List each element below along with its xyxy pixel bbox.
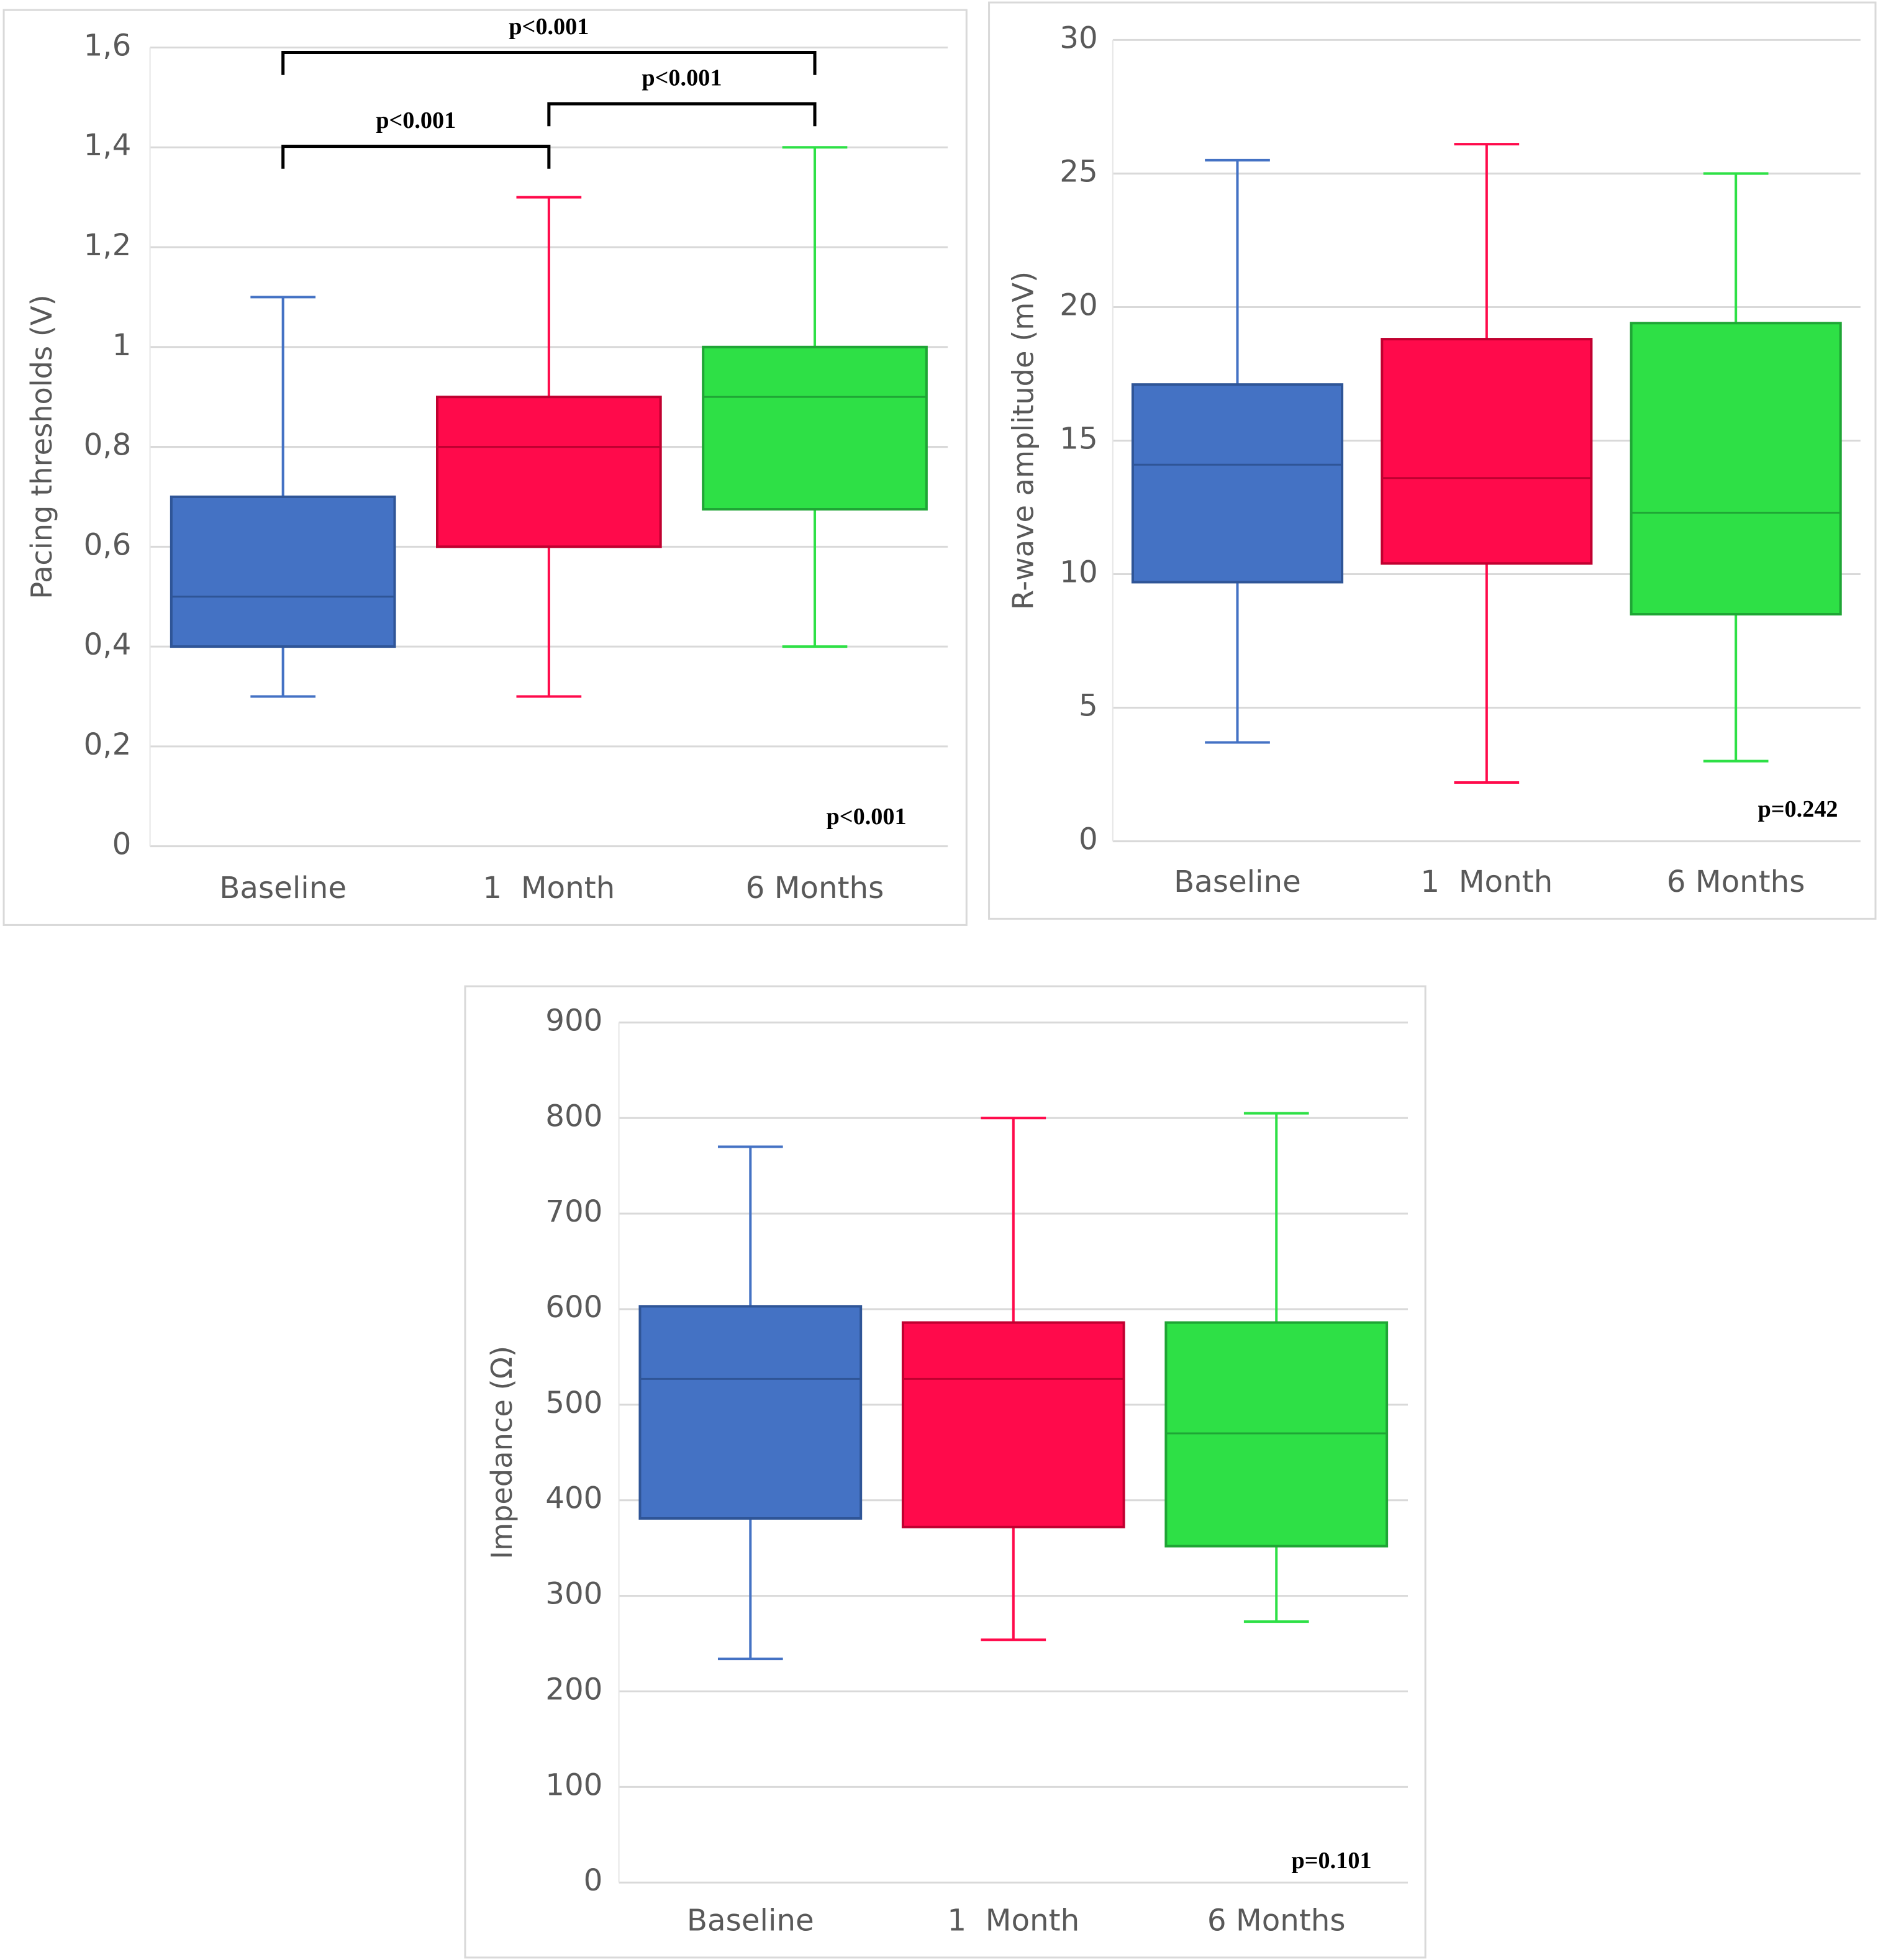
y-tick-label: 0,4 bbox=[84, 627, 132, 662]
x-tick-label: 6 Months bbox=[1207, 1903, 1346, 1938]
p-value: p=0.242 bbox=[1758, 796, 1838, 822]
significance-label: p<0.001 bbox=[509, 14, 589, 40]
box bbox=[1164, 1321, 1389, 1548]
box bbox=[1381, 338, 1593, 565]
y-tick-label: 1 bbox=[112, 328, 132, 363]
y-tick-label: 20 bbox=[1059, 288, 1097, 322]
y-tick-label: 0 bbox=[584, 1863, 603, 1898]
x-tick-label: Baseline bbox=[687, 1903, 814, 1938]
box bbox=[436, 396, 662, 548]
x-tick-label: 1 Month bbox=[1420, 864, 1553, 899]
x-tick-label: 6 Months bbox=[1667, 864, 1805, 899]
y-tick-label: 500 bbox=[545, 1386, 602, 1420]
y-tick-label: 15 bbox=[1059, 422, 1097, 456]
significance-label: p<0.001 bbox=[376, 107, 456, 134]
y-tick-label: 100 bbox=[545, 1767, 602, 1802]
y-tick-label: 0,6 bbox=[84, 527, 132, 562]
p-value: p<0.001 bbox=[827, 804, 907, 830]
chart-panel: 0 0,2 0,4 0,6 0,8 1 1,2 1,4 1,6 Pacing thresholds… bbox=[2, 9, 968, 926]
box bbox=[1630, 322, 1842, 616]
significance-bracket bbox=[547, 102, 817, 127]
y-tick-label: 700 bbox=[545, 1194, 602, 1229]
y-tick-label: 1,6 bbox=[84, 28, 132, 63]
x-tick-label: 1 Month bbox=[947, 1903, 1079, 1938]
y-tick-label: 1,4 bbox=[84, 128, 132, 163]
box bbox=[1131, 383, 1344, 584]
significance-bracket bbox=[281, 51, 817, 75]
y-tick-label: 0,2 bbox=[84, 727, 132, 762]
significance-label: p<0.001 bbox=[642, 65, 722, 91]
y-tick-label: 0,8 bbox=[84, 428, 132, 463]
y-tick-label: 600 bbox=[545, 1290, 602, 1325]
y-tick-label: 800 bbox=[545, 1099, 602, 1133]
y-tick-label: 0 bbox=[1079, 822, 1098, 857]
y-axis-label: R-wave amplitude (mV) bbox=[1006, 271, 1040, 610]
y-tick-label: 30 bbox=[1059, 20, 1097, 55]
chart-panel: 0 100 200 300 400 500 600 700 800 900 Impedance (Ω… bbox=[464, 985, 1427, 1959]
y-tick-label: 300 bbox=[545, 1577, 602, 1612]
y-axis-label: Pacing thresholds (V) bbox=[25, 294, 58, 599]
y-tick-label: 200 bbox=[545, 1672, 602, 1707]
y-axis-label: Impedance (Ω) bbox=[485, 1346, 519, 1559]
x-tick-label: 1 Month bbox=[483, 871, 615, 905]
p-value: p=0.101 bbox=[1291, 1848, 1371, 1874]
x-tick-label: Baseline bbox=[1174, 864, 1301, 899]
y-tick-label: 10 bbox=[1059, 555, 1097, 590]
box bbox=[901, 1321, 1125, 1528]
y-tick-label: 900 bbox=[545, 1003, 602, 1038]
y-tick-label: 5 bbox=[1079, 689, 1098, 724]
x-tick-label: 6 Months bbox=[746, 871, 884, 905]
chart-panel: 0 5 10 15 20 25 30 R-wave amplitude (mV) Baselin… bbox=[988, 1, 1877, 920]
y-tick-label: 400 bbox=[545, 1481, 602, 1516]
significance-bracket bbox=[281, 144, 551, 169]
y-tick-label: 25 bbox=[1059, 154, 1097, 189]
x-tick-label: Baseline bbox=[219, 871, 347, 905]
y-tick-label: 1,2 bbox=[84, 228, 132, 263]
box bbox=[702, 345, 928, 511]
box bbox=[170, 495, 396, 648]
box bbox=[638, 1305, 863, 1520]
y-tick-label: 0 bbox=[112, 827, 132, 862]
